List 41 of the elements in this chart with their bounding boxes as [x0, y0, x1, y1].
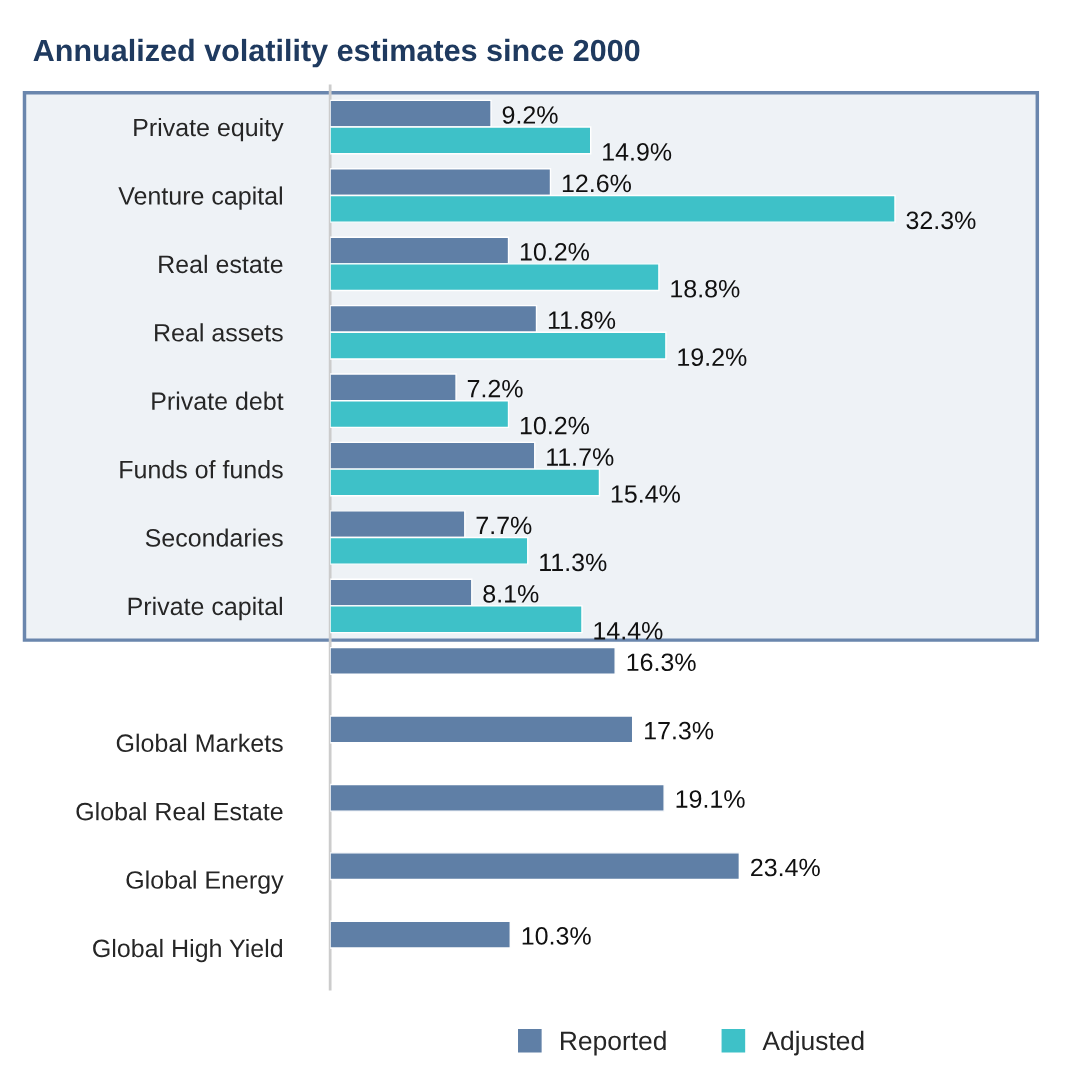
- bar: [330, 715, 634, 744]
- data-label: 10.3%: [522, 927, 591, 945]
- y-tick-label: Venture capital: [118, 186, 282, 210]
- data-label: 17.3%: [645, 721, 714, 740]
- legend-label: Reported: [561, 1030, 666, 1056]
- data-label: 32.3%: [906, 211, 976, 230]
- data-label: 14.9%: [603, 143, 672, 161]
- y-tick-label: Real assets: [155, 323, 283, 342]
- data-label: 14.4%: [594, 622, 663, 640]
- bar: [330, 783, 665, 812]
- y-tick-label: Private capital: [128, 596, 282, 621]
- y-tick-label: Global High Yield: [93, 938, 283, 963]
- data-label: 23.4%: [751, 858, 820, 877]
- data-label: 11.8%: [548, 311, 616, 330]
- data-label: 18.8%: [671, 279, 740, 298]
- y-tick-label: Private equity: [134, 117, 284, 142]
- data-label: 8.1%: [483, 585, 539, 603]
- data-label: 10.2%: [520, 416, 590, 435]
- y-tick-label: Funds of funds: [120, 460, 283, 479]
- data-label: 12.6%: [562, 174, 631, 193]
- data-label: 9.2%: [502, 106, 558, 124]
- y-tick-label: Secondaries: [145, 528, 283, 547]
- data-label: 11.3%: [540, 553, 607, 572]
- data-label: 7.7%: [476, 516, 532, 535]
- bar: [330, 646, 616, 676]
- bar: [330, 920, 511, 949]
- y-tick-label: Global Energy: [126, 870, 284, 894]
- data-label: 11.7%: [547, 448, 614, 466]
- y-tick-label: Real estate: [159, 254, 283, 274]
- chart-title: Annualized volatility estimates since 2000: [33, 38, 640, 68]
- y-tick-label: Global Markets: [116, 733, 283, 753]
- bar: [330, 852, 741, 881]
- y-tick-label: Global Real Estate: [76, 802, 283, 821]
- y-tick-label: Private debt: [152, 391, 284, 410]
- data-label: 10.2%: [520, 242, 590, 261]
- legend-label: Adjusted: [762, 1030, 864, 1056]
- data-label: 7.2%: [467, 379, 523, 398]
- data-label: 19.1%: [676, 790, 745, 808]
- data-label: 15.4%: [611, 485, 680, 503]
- data-label: 16.3%: [627, 653, 696, 672]
- data-label: 19.2%: [678, 348, 747, 367]
